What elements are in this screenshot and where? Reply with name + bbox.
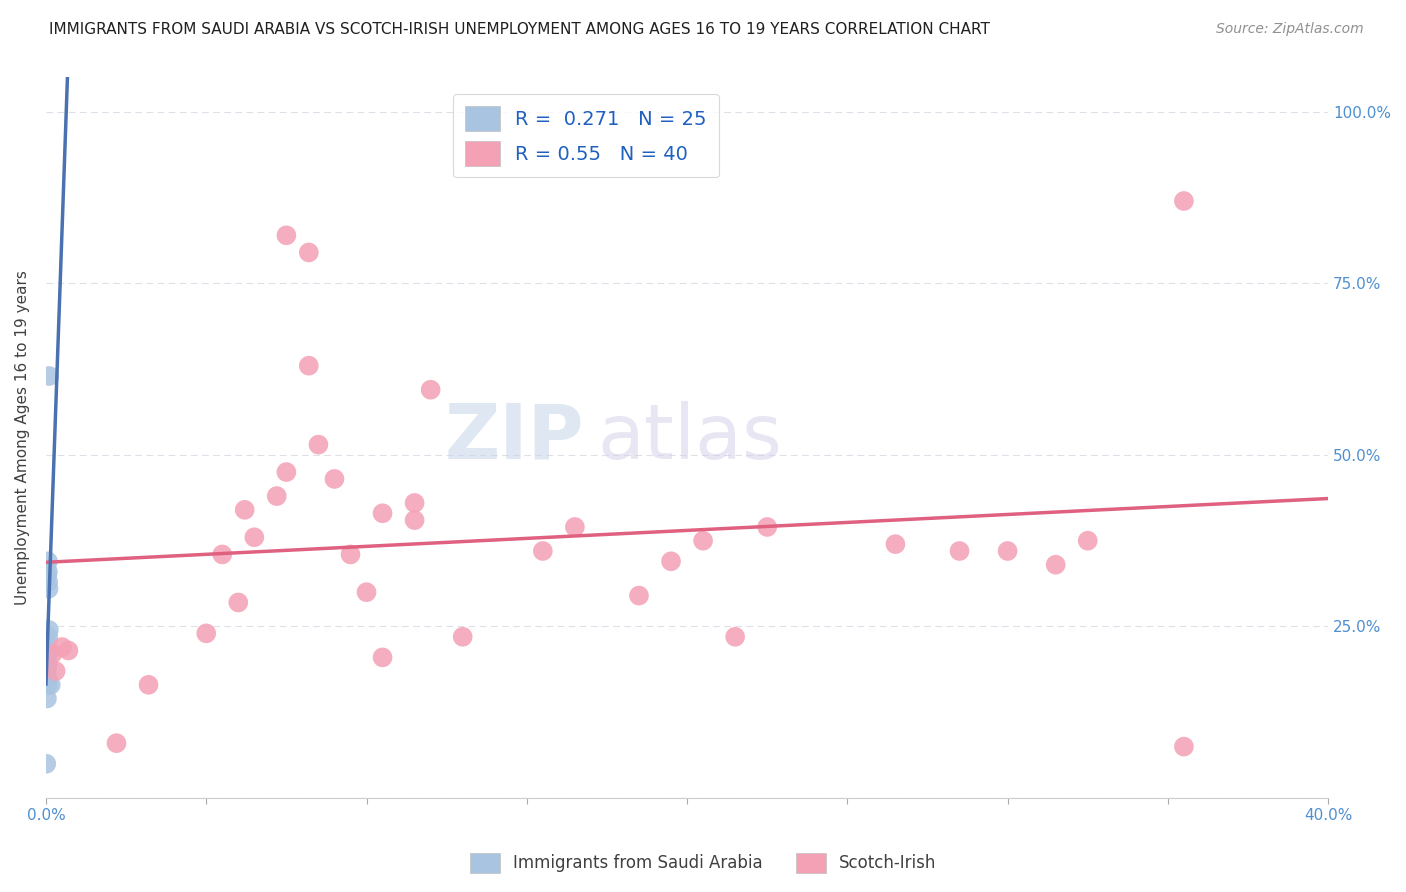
Point: [1173, 194, 1195, 208]
Point: [404, 513, 426, 527]
Point: [35, 664, 58, 678]
Point: [1173, 739, 1195, 754]
Point: [756, 520, 779, 534]
Point: [195, 626, 218, 640]
Point: [38, 623, 60, 637]
Point: [451, 630, 474, 644]
Point: [38, 369, 60, 384]
Text: ZIP: ZIP: [444, 401, 585, 475]
Point: [37, 565, 59, 579]
Point: [627, 589, 650, 603]
Point: [266, 489, 288, 503]
Legend: Immigrants from Saudi Arabia, Scotch-Irish: Immigrants from Saudi Arabia, Scotch-Iri…: [463, 847, 943, 880]
Point: [356, 585, 378, 599]
Point: [298, 359, 321, 373]
Point: [35, 691, 58, 706]
Point: [35, 657, 58, 672]
Point: [226, 595, 249, 609]
Point: [35, 661, 58, 675]
Point: [276, 465, 298, 479]
Text: atlas: atlas: [598, 401, 782, 475]
Point: [307, 437, 329, 451]
Point: [997, 544, 1019, 558]
Point: [37, 678, 59, 692]
Point: [339, 548, 361, 562]
Text: Source: ZipAtlas.com: Source: ZipAtlas.com: [1216, 22, 1364, 37]
Point: [105, 736, 128, 750]
Point: [37, 657, 59, 672]
Legend: R =  0.271   N = 25, R = 0.55   N = 40: R = 0.271 N = 25, R = 0.55 N = 40: [453, 95, 718, 178]
Point: [35, 637, 58, 651]
Point: [45, 664, 67, 678]
Point: [1077, 533, 1099, 548]
Point: [138, 678, 160, 692]
Point: [884, 537, 907, 551]
Point: [35, 654, 58, 668]
Point: [724, 630, 747, 644]
Point: [37, 647, 59, 661]
Point: [323, 472, 346, 486]
Point: [35, 756, 58, 771]
Point: [1045, 558, 1067, 572]
Point: [58, 643, 80, 657]
Point: [211, 548, 233, 562]
Point: [659, 554, 682, 568]
Point: [37, 568, 59, 582]
Point: [404, 496, 426, 510]
Point: [37, 630, 59, 644]
Point: [564, 520, 586, 534]
Point: [35, 661, 58, 675]
Point: [41, 647, 63, 661]
Point: [37, 643, 59, 657]
Text: IMMIGRANTS FROM SAUDI ARABIA VS SCOTCH-IRISH UNEMPLOYMENT AMONG AGES 16 TO 19 YE: IMMIGRANTS FROM SAUDI ARABIA VS SCOTCH-I…: [49, 22, 990, 37]
Point: [371, 650, 394, 665]
Point: [51, 640, 73, 654]
Point: [948, 544, 970, 558]
Point: [233, 503, 256, 517]
Y-axis label: Unemployment Among Ages 16 to 19 years: Unemployment Among Ages 16 to 19 years: [15, 270, 30, 605]
Point: [37, 554, 59, 568]
Point: [531, 544, 554, 558]
Point: [38, 582, 60, 596]
Point: [243, 530, 266, 544]
Point: [35, 654, 58, 668]
Point: [37, 657, 59, 672]
Point: [419, 383, 441, 397]
Point: [692, 533, 714, 548]
Point: [276, 228, 298, 243]
Point: [37, 671, 59, 685]
Point: [37, 574, 59, 589]
Point: [38, 643, 60, 657]
Point: [371, 506, 394, 520]
Point: [298, 245, 321, 260]
Point: [39, 678, 62, 692]
